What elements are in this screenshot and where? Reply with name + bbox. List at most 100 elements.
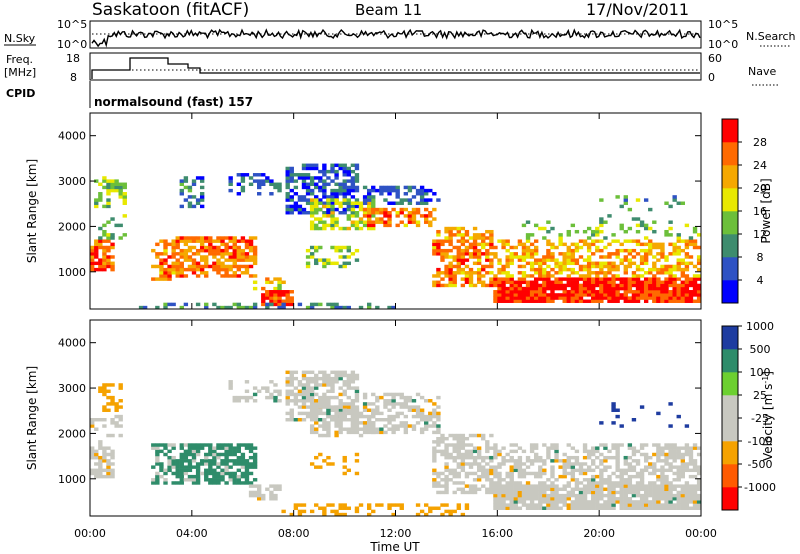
echo-cell [489,481,494,485]
echo-cell [562,264,567,269]
echo-cell [493,493,498,498]
echo-cell [342,305,347,310]
echo-cell [472,462,478,466]
echo-cell [98,389,103,394]
echo-cell [586,299,592,303]
echo-cell [224,274,229,278]
echo-cell [652,293,657,297]
echo-cell [167,449,172,454]
echo-cell [314,302,319,307]
echo-cell [648,267,653,272]
echo-cell [639,242,645,247]
echo-cell [652,286,657,291]
echo-cell [692,490,698,495]
echo-cell [489,271,494,275]
xtick-label: 16:00 [481,527,513,540]
echo-cell [285,376,290,381]
echo-cell [354,198,360,202]
echo-cell [187,204,193,209]
echo-cell [94,179,99,183]
echo-cell [281,293,286,297]
echo-cell [232,252,237,256]
echo-cell [611,421,616,425]
echo-cell [436,427,441,431]
echo-cell [261,296,266,300]
echo-cell [525,299,531,303]
echo-cell [485,236,490,240]
echo-cell [676,233,681,237]
noise-tick-right-top: 10^5 [708,18,738,31]
echo-cell [591,239,596,243]
echo-cell [118,414,123,419]
echo-cell [676,452,681,457]
echo-cell [513,465,518,469]
echo-cell [183,242,189,247]
echo-cell [586,267,592,272]
echo-cell [505,293,510,297]
echo-cell [118,399,123,403]
echo-cell [684,252,690,256]
echo-cell [509,283,514,288]
echo-cell [546,493,551,498]
echo-cell [277,283,282,288]
echo-cell [599,296,604,300]
echo-cell [627,264,633,269]
echo-cell [631,277,637,281]
echo-cell [289,179,294,183]
echo-cell [497,452,502,457]
echo-cell [648,506,653,510]
echo-cell [334,418,339,422]
echo-cell [318,465,323,469]
echo-cell [273,493,278,498]
echo-cell [643,277,649,281]
echo-cell [346,305,351,310]
echo-cell [334,223,339,228]
echo-cell [436,436,441,441]
echo-cell [151,443,156,447]
echo-cell [175,468,180,473]
echo-cell [607,286,612,291]
echo-cell [529,290,535,294]
echo-cell [248,471,254,476]
echo-cell [175,236,180,240]
echo-cell [432,411,437,416]
echo-cell [232,258,237,262]
echo-cell [326,427,331,431]
echo-cell [578,290,584,294]
echo-cell [383,399,388,403]
echo-cell [151,465,156,469]
echo-cell [505,255,510,259]
echo-cell [411,214,417,218]
echo-cell [314,503,319,507]
echo-cell [187,478,193,482]
echo-cell [102,267,107,272]
echo-cell [603,487,608,492]
echo-cell [696,261,702,266]
echo-cell [322,433,327,438]
echo-cell [481,468,486,473]
echo-cell [208,446,213,450]
echo-cell [472,248,478,253]
echo-cell [619,242,624,247]
colorbar-segment [722,372,738,396]
echo-cell [521,286,527,291]
echo-cell [314,198,319,202]
echo-cell [330,166,335,171]
echo-cell [668,299,673,303]
echo-cell [309,176,315,180]
echo-cell [155,478,160,482]
echo-cell [204,271,209,275]
echo-cell [114,182,119,187]
echo-cell [289,188,294,193]
echo-cell [240,255,246,259]
echo-cell [240,462,246,466]
echo-cell [497,503,502,507]
echo-cell [546,274,551,278]
echo-cell [468,277,474,281]
echo-cell [179,471,184,476]
echo-cell [611,296,616,300]
echo-cell [619,258,624,262]
echo-cell [110,217,115,221]
echo-cell [513,286,518,291]
echo-cell [195,248,201,253]
